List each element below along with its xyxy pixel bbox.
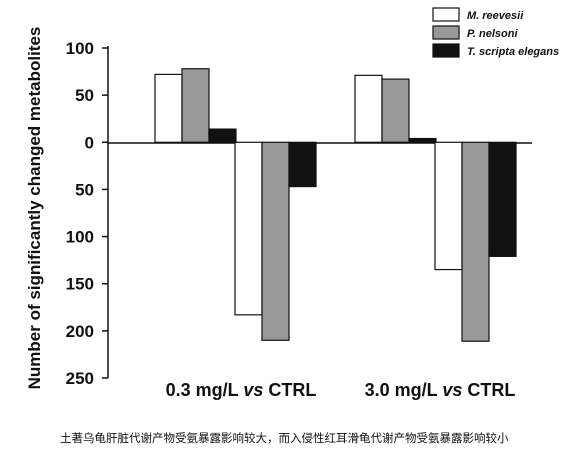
y-tick-label: 100 <box>66 39 94 58</box>
bar-t-scripta-elegans-up-1 <box>208 128 237 143</box>
figure-caption: 土著乌龟肝脏代谢产物受氨暴露影响较大，而入侵性红耳滑龟代谢产物受氨暴露影响较小 <box>60 431 509 445</box>
bar-m-reevesii-down-1 <box>234 141 263 316</box>
category-label-vs: vs <box>442 380 462 400</box>
bar-p-nelsoni-down-2 <box>461 141 490 342</box>
category-label-prefix: 0.3 mg/L <box>166 380 244 400</box>
y-tick-label: 250 <box>66 369 94 388</box>
legend-swatch <box>432 25 460 40</box>
y-axis-title: Number of significantly changed metaboli… <box>25 27 44 390</box>
category-label-prefix: 3.0 mg/L <box>365 380 443 400</box>
y-tick-label: 50 <box>75 86 94 105</box>
bar-m-reevesii-up-1 <box>154 73 183 143</box>
legend-label: P. nelsoni <box>467 28 518 40</box>
legend-label: T. scripta elegans <box>467 46 559 58</box>
y-tick-label: 50 <box>75 180 94 199</box>
bar-t-scripta-elegans-down-2 <box>488 141 517 257</box>
y-tick-label: 150 <box>66 275 94 294</box>
bar-m-reevesii-down-2 <box>434 141 463 271</box>
legend-label: M. reevesii <box>467 10 524 22</box>
bar-p-nelsoni-up-1 <box>181 68 210 143</box>
category-label: 3.0 mg/L vs CTRL <box>365 380 516 400</box>
category-label-suffix: CTRL <box>462 380 515 400</box>
y-tick-label: 100 <box>66 228 94 247</box>
y-tick-label: 0 <box>85 133 94 152</box>
bar-t-scripta-elegans-up-2 <box>408 137 437 143</box>
legend-swatch <box>432 43 460 58</box>
legend-swatch <box>432 7 460 22</box>
y-tick-label: 200 <box>66 322 94 341</box>
category-label-suffix: CTRL <box>263 380 316 400</box>
bar-p-nelsoni-down-1 <box>261 141 290 341</box>
category-label-vs: vs <box>243 380 263 400</box>
category-label: 0.3 mg/L vs CTRL <box>166 380 317 400</box>
bar-p-nelsoni-up-2 <box>381 78 410 143</box>
bar-t-scripta-elegans-down-1 <box>288 141 317 188</box>
bar-m-reevesii-up-2 <box>354 74 383 143</box>
bar-chart: Number of significantly changed metaboli… <box>25 7 559 400</box>
